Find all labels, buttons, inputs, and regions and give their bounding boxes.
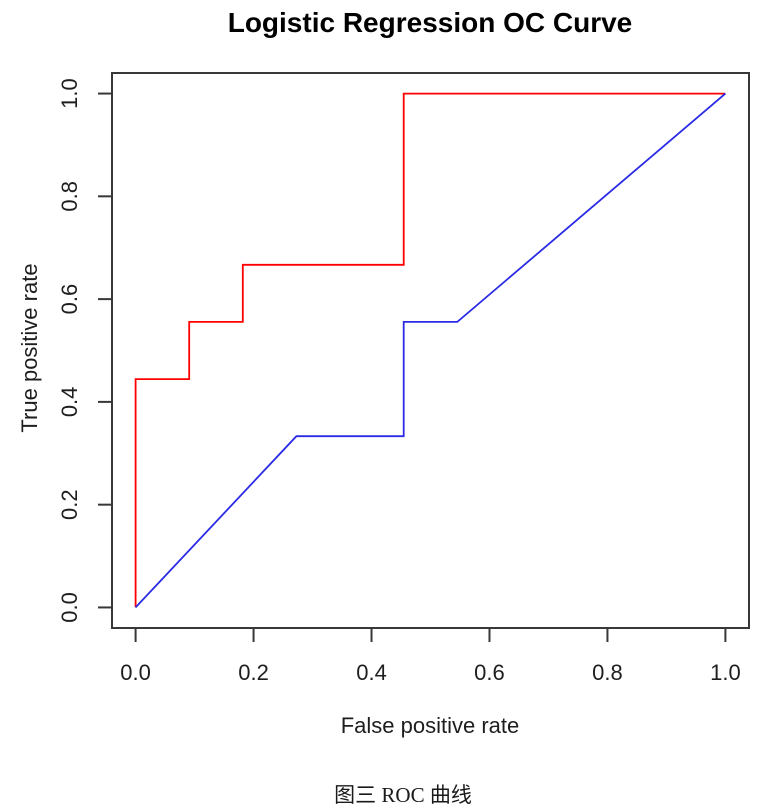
y-tick-label: 1.0 (57, 78, 82, 109)
x-tick-label: 0.4 (356, 660, 387, 685)
x-axis-label: False positive rate (341, 713, 520, 738)
y-tick-label: 0.8 (57, 181, 82, 212)
logistic-regression-roc-curve (134, 92, 726, 608)
y-axis: 0.0 0.2 0.4 0.6 0.8 1.0 (57, 78, 111, 623)
x-tick-label: 0.2 (238, 660, 269, 685)
roc-curves (134, 92, 726, 609)
chart-title: Logistic Regression OC Curve (228, 7, 633, 38)
y-tick-label: 0.6 (57, 284, 82, 315)
x-tick-label: 0.8 (592, 660, 623, 685)
y-axis-label: True positive rate (17, 263, 42, 432)
y-tick-label: 0.4 (57, 387, 82, 418)
x-tick-label: 0.6 (474, 660, 505, 685)
y-tick-label: 0.2 (57, 489, 82, 520)
x-tick-label: 1.0 (710, 660, 741, 685)
y-tick-label: 0.0 (57, 592, 82, 623)
plot-border (111, 72, 750, 629)
x-axis: 0.0 0.2 0.4 0.6 0.8 1.0 (120, 629, 741, 685)
x-tick-label: 0.0 (120, 660, 151, 685)
reference-roc-curve (134, 92, 726, 609)
figure-caption: 图三 ROC 曲线 (334, 783, 472, 807)
